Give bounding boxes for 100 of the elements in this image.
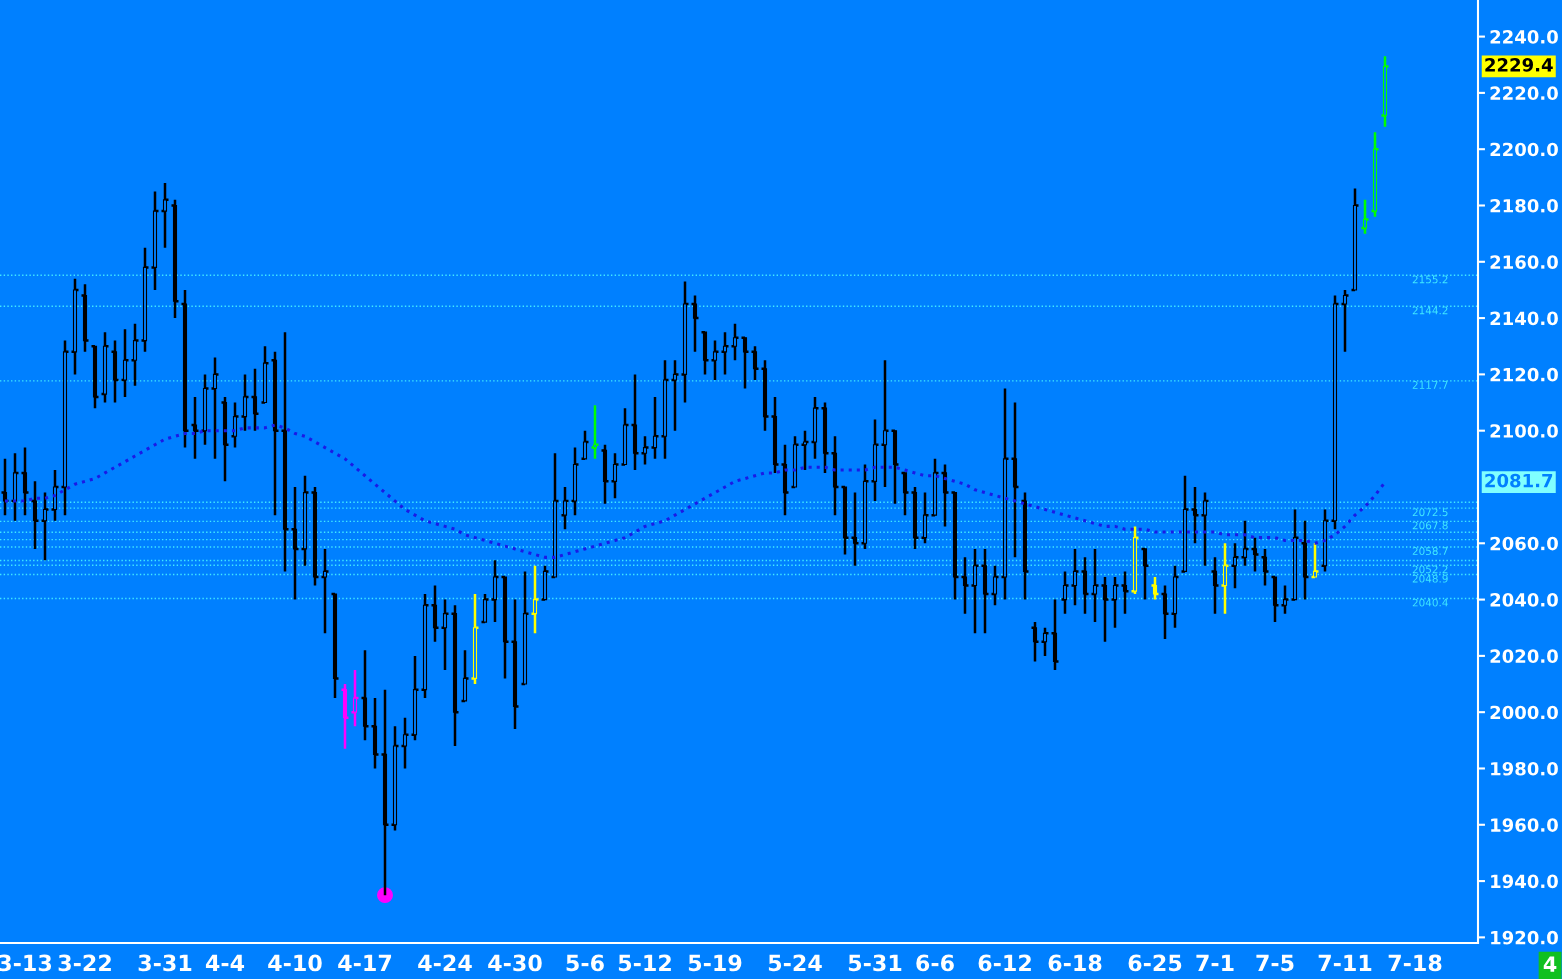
candlestick: [532, 564, 538, 635]
candlestick: [442, 598, 448, 672]
candlestick: [932, 457, 938, 517]
x-tick-label: 4-17: [338, 954, 392, 971]
candlestick: [212, 356, 218, 461]
candlestick: [492, 558, 498, 624]
candlestick: [1342, 288, 1348, 354]
ref-line-label: 2144.2: [1412, 306, 1448, 315]
x-tick-label: 7-18: [1388, 954, 1442, 972]
candlestick: [322, 547, 328, 635]
candlestick: [202, 373, 208, 447]
y-tick-label: 2060.0: [1490, 536, 1558, 551]
candlestick: [12, 451, 18, 523]
candlestick: [572, 446, 578, 517]
candlestick: [1032, 620, 1038, 663]
ref-line-label: 2040.4: [1412, 598, 1448, 607]
y-tick-label: 2120.0: [1490, 367, 1558, 382]
x-tick-label: 7-1: [1196, 954, 1234, 971]
candlestick: [1062, 570, 1068, 615]
candlestick: [842, 485, 848, 556]
x-tick-label: 6-6: [916, 954, 954, 972]
candlestick: [52, 468, 58, 523]
candlestick: [282, 330, 288, 573]
candlestick: [1122, 570, 1128, 615]
candlestick: [122, 328, 128, 399]
candlestick: [102, 330, 108, 404]
candlestick: [432, 584, 438, 644]
candlestick: [462, 649, 468, 703]
x-tick-label: 5-24: [768, 954, 822, 972]
candlestick: [382, 688, 388, 897]
candlestick: [1302, 519, 1308, 601]
candlestick: [722, 330, 728, 376]
candlestick: [132, 322, 138, 387]
candlestick: [1132, 525, 1138, 596]
candlestick: [982, 547, 988, 635]
candlestick: [182, 288, 188, 449]
candlestick: [1202, 491, 1208, 568]
candlestick: [142, 246, 148, 354]
candlestick: [1282, 584, 1288, 615]
candlestick: [972, 547, 978, 635]
candlestick: [952, 491, 958, 601]
candlestick: [812, 395, 818, 461]
candlestick: [352, 668, 358, 728]
candlestick: [1162, 584, 1168, 641]
candlestick: [2, 457, 8, 517]
candlestick: [822, 401, 828, 475]
candlestick: [882, 359, 888, 489]
y-tick-label: 2040.0: [1490, 593, 1558, 607]
candlestick: [1292, 508, 1298, 601]
candlestick: [832, 435, 838, 517]
candlestick: [1312, 542, 1318, 579]
x-tick-label: 5-6: [566, 954, 604, 972]
candlestick: [72, 277, 78, 376]
candlestick: [1262, 547, 1268, 587]
candlestick: [332, 592, 338, 700]
candlestick: [712, 339, 718, 382]
x-tick-label: 5-12: [618, 954, 671, 972]
candlestick: [452, 603, 458, 748]
candlestick: [542, 564, 548, 601]
candlestick: [612, 451, 618, 500]
candlestick: [622, 406, 628, 466]
x-tick-label: 5-31: [848, 954, 902, 972]
y-tick-label: 1960.0: [1491, 818, 1558, 832]
y-tick-label: 2180.0: [1490, 198, 1558, 213]
candlestick: [392, 725, 398, 832]
candlestick: [1112, 575, 1118, 629]
candlestick: [1372, 131, 1378, 218]
candlestick: [562, 485, 568, 531]
candlestick: [112, 339, 118, 404]
candlestick: [412, 654, 418, 742]
ref-line-label: 2048.9: [1412, 574, 1448, 583]
text: 2081.7: [1485, 473, 1553, 488]
candlestick: [1092, 547, 1098, 624]
candlestick: [512, 598, 518, 731]
candlestick: [1362, 198, 1368, 235]
candlestick: [672, 359, 678, 432]
candlestick: [32, 480, 38, 551]
candlestick: [172, 198, 178, 320]
candlestick: [782, 443, 788, 517]
y-tick-label: 2100.0: [1490, 424, 1558, 438]
candlestick: [692, 294, 698, 354]
y-tick-label: 1940.0: [1491, 874, 1558, 889]
candlestick: [552, 451, 558, 579]
y-tick-label: 2240.0: [1490, 30, 1558, 44]
ref-line-label: 2117.7: [1412, 381, 1448, 389]
candlestick: [1002, 387, 1008, 601]
candlestick: [222, 395, 228, 483]
candlestick: [1352, 187, 1358, 292]
candlestick: [522, 570, 528, 686]
candlestick: [862, 463, 868, 551]
y-tick-label: 2140.0: [1490, 311, 1558, 326]
x-tick-label: 7-5: [1256, 954, 1294, 972]
candlestick: [702, 330, 708, 376]
candlestick: [1322, 508, 1328, 573]
candlestick: [1212, 556, 1218, 615]
x-tick-label: 6-25: [1128, 954, 1182, 972]
candlestick: [1172, 564, 1178, 629]
y-tick-label: 2020.0: [1490, 649, 1558, 663]
candlestick: [1232, 542, 1238, 590]
candlestick: [872, 418, 878, 503]
